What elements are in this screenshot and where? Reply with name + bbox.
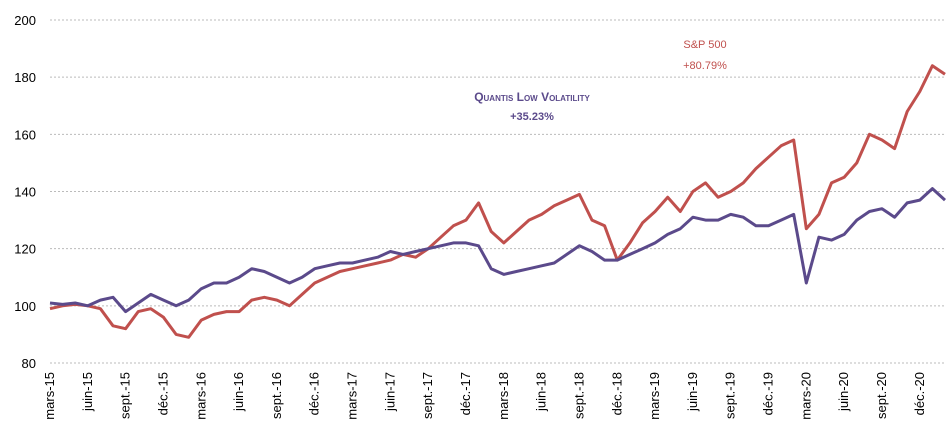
x-tick-label: sept.-15 (118, 372, 133, 419)
series-line (49, 64, 946, 339)
y-tick-label: 200 (14, 13, 36, 28)
x-tick-label: déc.-17 (458, 372, 473, 415)
x-tick-label: juin-20 (836, 372, 851, 412)
annotation-background (630, 32, 780, 72)
annotation-value: +80.79% (683, 60, 727, 72)
x-tick-label: juin-18 (534, 372, 549, 412)
x-tick-label: déc.-16 (307, 372, 322, 415)
x-tick-label: sept.-18 (571, 372, 586, 419)
y-tick-label: 120 (14, 242, 36, 257)
x-tick-label: sept.-19 (723, 372, 738, 419)
x-tick-label: déc.-19 (761, 372, 776, 415)
annotation-value: +35.23% (510, 111, 554, 123)
series-line (49, 187, 947, 314)
annotation-label: Quantis Low Volatility (474, 90, 590, 104)
x-tick-label: déc.-20 (912, 372, 927, 415)
x-tick-label: juin-16 (231, 372, 246, 412)
x-tick-label: sept.-17 (420, 372, 435, 419)
annotation-label: S&P 500 (683, 39, 726, 51)
x-tick-label: juin-15 (80, 372, 95, 412)
x-tick-label: mars-17 (345, 372, 360, 420)
x-tick-label: déc.-15 (155, 372, 170, 415)
x-tick-label: mars-15 (42, 372, 57, 420)
x-tick-label: mars-19 (647, 372, 662, 420)
x-tick-label: juin-19 (685, 372, 700, 412)
y-tick-label: 140 (14, 185, 36, 200)
x-tick-label: mars-20 (798, 372, 813, 420)
x-tick-label: sept.-16 (269, 372, 284, 419)
x-tick-label: mars-18 (496, 372, 511, 420)
y-tick-label: 180 (14, 70, 36, 85)
x-tick-label: mars-16 (193, 372, 208, 420)
x-tick-label: juin-17 (382, 372, 397, 412)
annotation-background (432, 85, 632, 125)
y-tick-label: 100 (14, 299, 36, 314)
y-tick-label: 80 (22, 356, 36, 371)
x-tick-label: sept.-20 (874, 372, 889, 419)
x-tick-label: déc.-18 (609, 372, 624, 415)
y-tick-label: 160 (14, 127, 36, 142)
